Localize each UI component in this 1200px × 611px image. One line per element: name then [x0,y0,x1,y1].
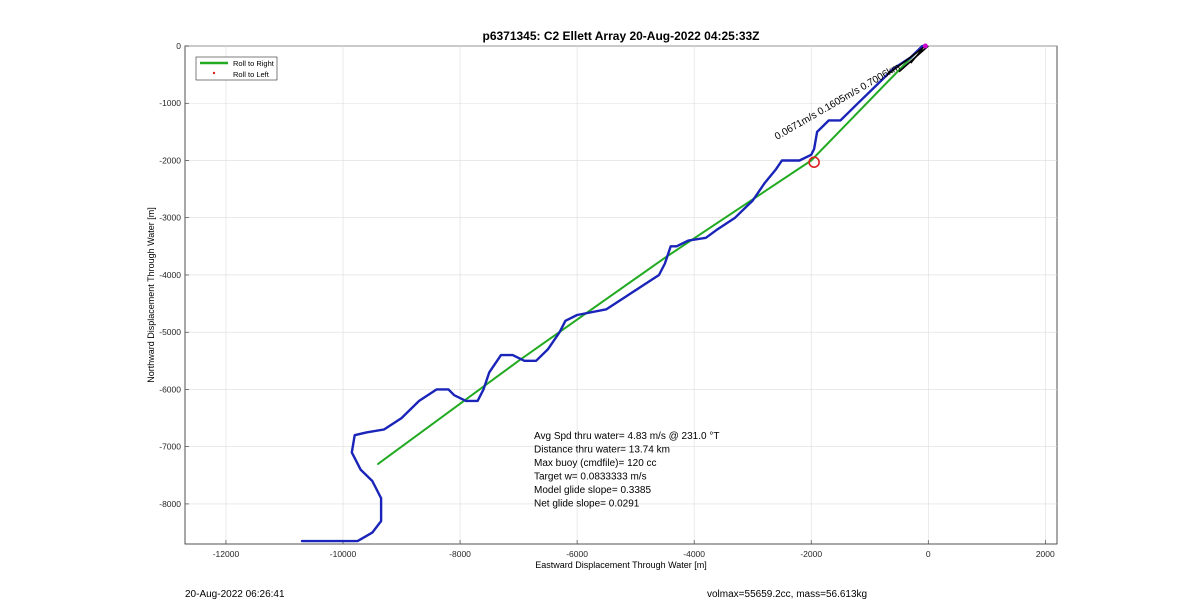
x-tick-label: -6000 [566,549,588,559]
legend-label-roll-left: Roll to Left [233,70,270,79]
y-axis-label: Northward Displacement Through Water [m] [146,207,156,383]
stat-annotation: Distance thru water= 13.74 km [534,445,670,456]
footer-stats: volmax=55659.2cc, mass=56.613kg [707,589,868,600]
x-tick-label: -12000 [213,549,240,559]
current-vector [886,45,926,76]
footer-timestamp: 20-Aug-2022 06:26:41 [185,589,285,600]
grid-lines [185,45,1057,544]
axes: -12000 -10000 -8000 -6000 -4000 -2000 0 2000 0 -1… [159,41,1055,559]
x-tick-label: 0 [926,549,931,559]
y-tick-label: -4000 [159,270,181,280]
legend-label-roll-right: Roll to Right [233,59,275,68]
x-tick-label: -8000 [449,549,471,559]
y-tick-label: -3000 [159,213,181,223]
position-circle-marker [808,156,820,168]
stat-annotation: Avg Spd thru water= 4.83 m/s @ 231.0 °T [534,431,719,442]
legend-swatch-roll-left [212,71,216,75]
chart-title: p6371345: C2 Ellett Array 20-Aug-2022 04… [482,29,759,43]
y-tick-label: -8000 [159,499,181,509]
series-line-track [300,44,924,543]
x-tick-label: 2000 [1036,549,1055,559]
stat-annotation: Max buoy (cmdfile)= 120 cc [534,458,657,469]
plot-area [184,45,1058,545]
end-marker [922,43,928,49]
y-tick-label: 0 [176,41,181,51]
x-tick-label: -4000 [683,549,705,559]
y-tick-label: -7000 [159,442,181,452]
y-tick-label: -2000 [159,155,181,165]
stat-annotation: Target w= 0.0833333 m/s [534,472,647,483]
stat-annotation: Net glide slope= 0.0291 [534,499,640,510]
series-layer [300,43,929,543]
legend: Roll to Right Roll to Left [195,56,278,81]
y-tick-label: -1000 [159,98,181,108]
y-tick-label: -6000 [159,384,181,394]
y-tick-label: -5000 [159,327,181,337]
x-tick-label: -2000 [800,549,822,559]
x-axis-label: Eastward Displacement Through Water [m] [535,560,707,570]
stat-annotation: Model glide slope= 0.3385 [534,485,651,496]
x-tick-label: -10000 [330,549,357,559]
series-line-roll-to-right [377,45,924,465]
current-vector [910,48,924,64]
